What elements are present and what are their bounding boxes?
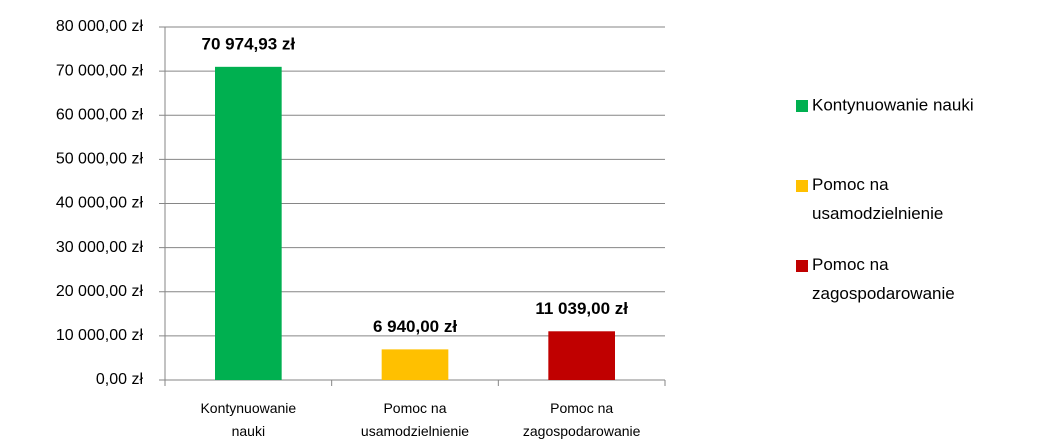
y-tick-label: 50 000,00 zł	[56, 151, 144, 168]
legend-swatch	[796, 260, 808, 272]
data-label: 70 974,93 zł	[202, 34, 296, 53]
y-tick-label: 70 000,00 zł	[56, 62, 144, 79]
bar	[548, 331, 615, 380]
y-tick-label: 60 000,00 zł	[56, 106, 144, 123]
bar	[381, 349, 449, 380]
bar	[215, 66, 282, 380]
x-tick-label: Pomoc na usamodzielnienie	[361, 400, 469, 439]
legend-label: Pomoc na usamodzielnienie	[812, 175, 943, 223]
legend-swatch	[796, 180, 808, 192]
x-tick-label: Kontynuowanie nauki	[200, 400, 296, 439]
y-tick-label: 30 000,00 zł	[56, 239, 144, 256]
x-tick-label: Pomoc na zagospodarowanie	[523, 400, 641, 439]
data-label: 6 940,00 zł	[373, 317, 457, 336]
y-tick-label: 80 000,00 zł	[56, 18, 144, 35]
legend-label: Kontynuowanie nauki	[812, 95, 974, 114]
legend-label: Pomoc na zagospodarowanie	[812, 255, 955, 303]
y-tick-label: 0,00 zł	[96, 371, 144, 388]
y-tick-label: 40 000,00 zł	[56, 195, 144, 212]
legend-swatch	[796, 100, 808, 112]
y-tick-label: 20 000,00 zł	[56, 283, 144, 300]
y-tick-label: 10 000,00 zł	[56, 327, 144, 344]
data-label: 11 039,00 zł	[535, 299, 628, 318]
